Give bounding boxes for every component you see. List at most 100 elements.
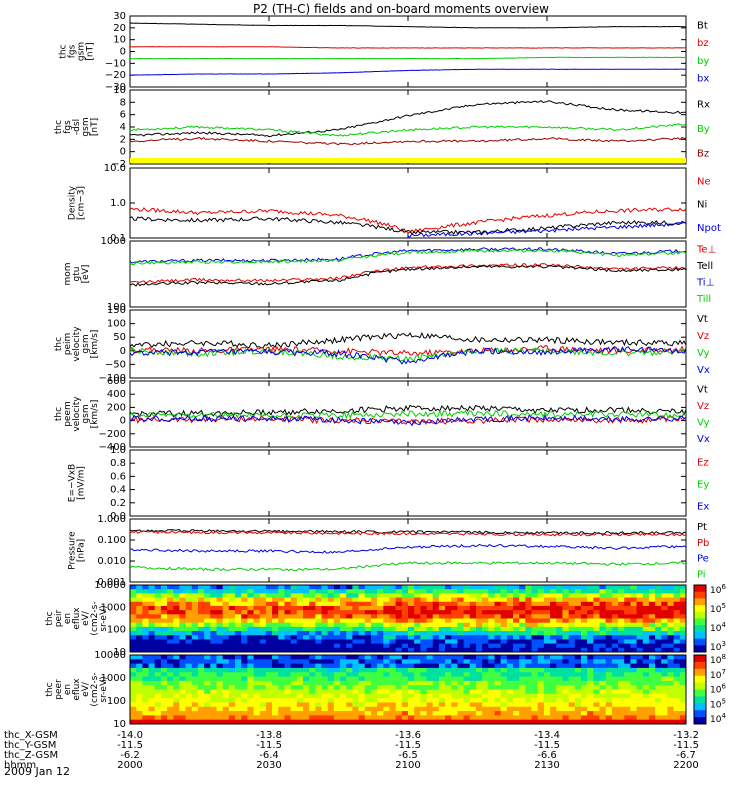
legend-Te⊥: Te⊥ xyxy=(696,245,716,256)
heatmap-cell xyxy=(667,605,675,611)
legend-Pt: Pt xyxy=(697,522,707,533)
heatmap-cell xyxy=(525,631,532,636)
heatmap-cell xyxy=(605,597,613,603)
heatmap-cell xyxy=(599,622,607,628)
heatmap-cell xyxy=(222,605,230,611)
heatmap-cell xyxy=(531,635,539,640)
heatmap-cell xyxy=(358,715,366,721)
heatmap-cell xyxy=(494,589,502,594)
heatmap-cell xyxy=(352,639,359,645)
heatmap-cell xyxy=(469,593,477,598)
heatmap-cell xyxy=(519,631,526,636)
heatmap-cell xyxy=(451,655,458,660)
heatmap-cell xyxy=(482,706,489,712)
heatmap-cell xyxy=(185,706,193,712)
heatmap-cell xyxy=(531,631,539,636)
heatmap-cell xyxy=(154,643,162,649)
heatmap-cell xyxy=(408,719,415,725)
heatmap-cell xyxy=(611,589,619,594)
heatmap-cell xyxy=(605,659,613,665)
heatmap-cell xyxy=(179,614,186,619)
heatmap-cell xyxy=(648,698,656,703)
heatmap-cell xyxy=(531,601,539,607)
heatmap-cell xyxy=(185,610,193,615)
heatmap-cell xyxy=(185,597,193,603)
heatmap-cell xyxy=(340,698,347,703)
heatmap-cell xyxy=(630,605,637,611)
heatmap-cell xyxy=(432,589,440,594)
heatmap-cell xyxy=(525,635,532,640)
heatmap-cell xyxy=(667,659,675,665)
heatmap-cell xyxy=(482,601,489,607)
heatmap-cell xyxy=(463,639,471,645)
heatmap-cell xyxy=(556,622,563,628)
heatmap-cell xyxy=(469,597,477,603)
heatmap-cell xyxy=(408,693,415,699)
heatmap-cell xyxy=(272,702,279,708)
heatmap-cell xyxy=(278,635,285,640)
heatmap-cell xyxy=(599,618,607,624)
heatmap-cell xyxy=(568,618,576,624)
heatmap-cell xyxy=(593,593,600,598)
heatmap-cell xyxy=(661,622,668,628)
heatmap-cell xyxy=(463,706,471,712)
heatmap-cell xyxy=(173,643,180,649)
heatmap-cell xyxy=(259,593,267,598)
heatmap-cell xyxy=(259,698,267,703)
heatmap-cell xyxy=(438,639,446,645)
heatmap-cell xyxy=(216,698,224,703)
heatmap-cell xyxy=(457,685,464,690)
heatmap-cell xyxy=(482,614,489,619)
heatmap-cell xyxy=(562,626,570,632)
heatmap-cell xyxy=(401,685,409,690)
heatmap-cell xyxy=(587,643,594,649)
heatmap-cell xyxy=(204,706,211,712)
heatmap-cell xyxy=(383,706,390,712)
heatmap-cell xyxy=(420,702,427,708)
heatmap-cell xyxy=(346,711,353,716)
heatmap-cell xyxy=(302,676,310,682)
heatmap-cell xyxy=(408,585,415,590)
heatmap-cell xyxy=(562,643,570,649)
heatmap-cell xyxy=(315,622,322,628)
footer-row-label: thc_X-GSM xyxy=(4,730,58,741)
heatmap-cell xyxy=(154,719,162,725)
y-axis-label-line: (cm2-s- xyxy=(90,601,100,635)
heatmap-cell xyxy=(475,693,483,699)
heatmap-cell xyxy=(679,706,687,712)
heatmap-cell xyxy=(395,702,403,708)
heatmap-cell xyxy=(364,698,372,703)
heatmap-cell xyxy=(556,647,563,653)
heatmap-cell xyxy=(315,639,322,645)
heatmap-cell xyxy=(488,706,495,712)
heatmap-cell xyxy=(420,647,427,653)
panel-frame xyxy=(129,449,687,517)
heatmap-cell xyxy=(420,601,427,607)
heatmap-cell xyxy=(241,693,248,699)
heatmap-cell xyxy=(167,585,174,590)
heatmap-cell xyxy=(136,659,143,665)
heatmap-cell xyxy=(309,676,316,682)
heatmap-cell xyxy=(475,635,483,640)
heatmap-cell xyxy=(648,610,656,615)
heatmap-cell xyxy=(463,689,471,695)
heatmap-cell xyxy=(265,643,273,649)
heatmap-cell xyxy=(679,655,687,660)
heatmap-cell xyxy=(327,702,335,708)
heatmap-cell xyxy=(488,715,495,721)
heatmap-cell xyxy=(370,715,378,721)
heatmap-cell xyxy=(364,667,372,673)
colorbar-segment xyxy=(694,655,706,663)
heatmap-cell xyxy=(556,689,563,695)
heatmap-cell xyxy=(395,680,403,686)
heatmap-cell xyxy=(599,643,607,649)
heatmap-cell xyxy=(327,635,335,640)
heatmap-cell xyxy=(531,680,539,686)
heatmap-cell xyxy=(321,706,329,712)
heatmap-cell xyxy=(494,610,502,615)
heatmap-cell xyxy=(636,719,644,725)
heatmap-cell xyxy=(550,626,557,632)
heatmap-cell xyxy=(321,643,329,649)
heatmap-cell xyxy=(370,610,378,615)
footer-tick-value: -13.4 xyxy=(534,730,560,741)
